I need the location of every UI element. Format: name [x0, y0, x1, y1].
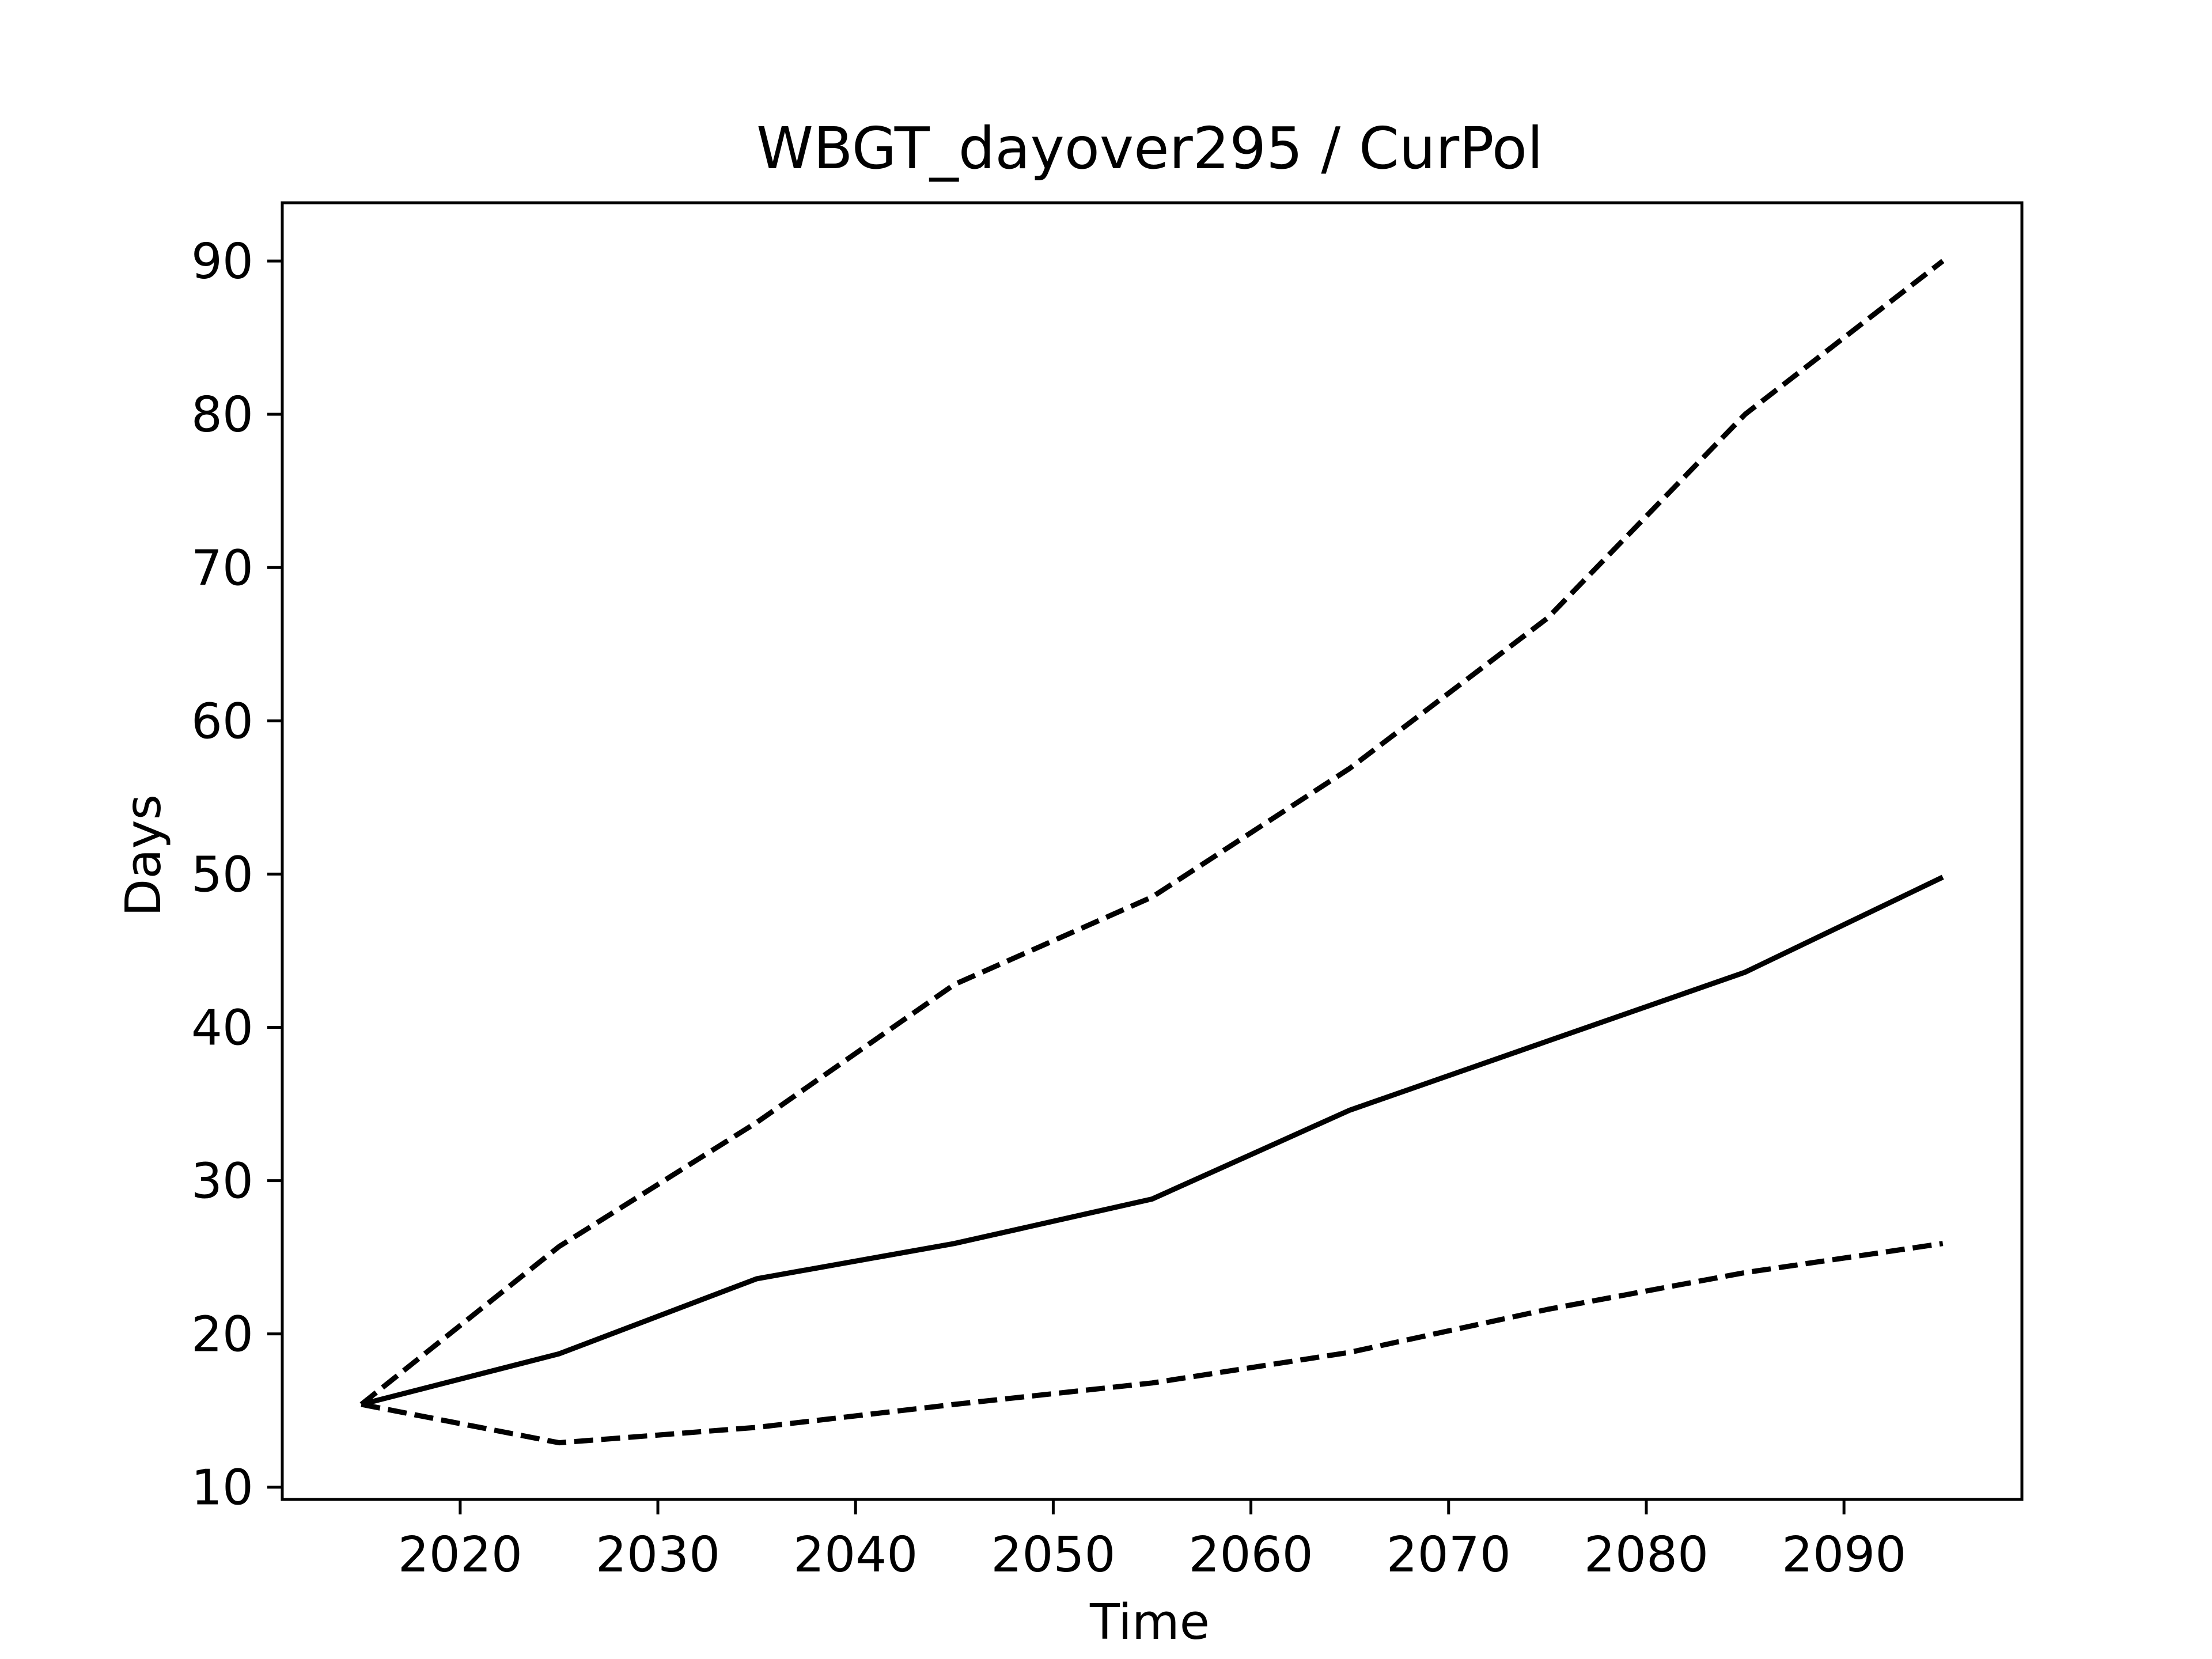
- y-tick-label-20: 20: [191, 1306, 253, 1363]
- plot-frame: [281, 201, 2024, 1501]
- x-axis-label: Time: [1089, 1594, 1210, 1651]
- series-line-2-solid: [361, 874, 1944, 1407]
- x-tick-label-2020: 2020: [398, 1527, 522, 1584]
- axes-layer: 2020 2030 2040 2050 2060 2070 2080 209010203040…: [191, 201, 2024, 1584]
- y-tick-label-90: 90: [191, 233, 253, 290]
- y-axis-label: Days: [115, 794, 172, 916]
- series-line-1-dashed: [359, 259, 1945, 1407]
- y-tick-label-70: 70: [191, 540, 253, 597]
- x-tick-label-2080: 2080: [1584, 1527, 1709, 1584]
- x-tick-label-2070: 2070: [1387, 1527, 1511, 1584]
- x-tick-label-2090: 2090: [1782, 1527, 1906, 1584]
- y-tick-label-60: 60: [191, 693, 253, 750]
- x-tick-label-2030: 2030: [596, 1527, 720, 1584]
- y-tick-label-80: 80: [191, 387, 253, 444]
- x-tick-label-2050: 2050: [991, 1527, 1115, 1584]
- x-tick-label-2040: 2040: [793, 1527, 918, 1584]
- y-tick-label-30: 30: [191, 1153, 253, 1210]
- y-tick-label-40: 40: [191, 999, 253, 1056]
- chart-title: WBGT_dayover295 / CurPol: [756, 115, 1543, 182]
- series-layer: [359, 259, 1945, 1446]
- y-tick-label-50: 50: [191, 846, 253, 903]
- x-tick-label-2060: 2060: [1188, 1527, 1313, 1584]
- series-line-3-dashed: [361, 1241, 1944, 1446]
- y-tick-label-10: 10: [191, 1460, 253, 1517]
